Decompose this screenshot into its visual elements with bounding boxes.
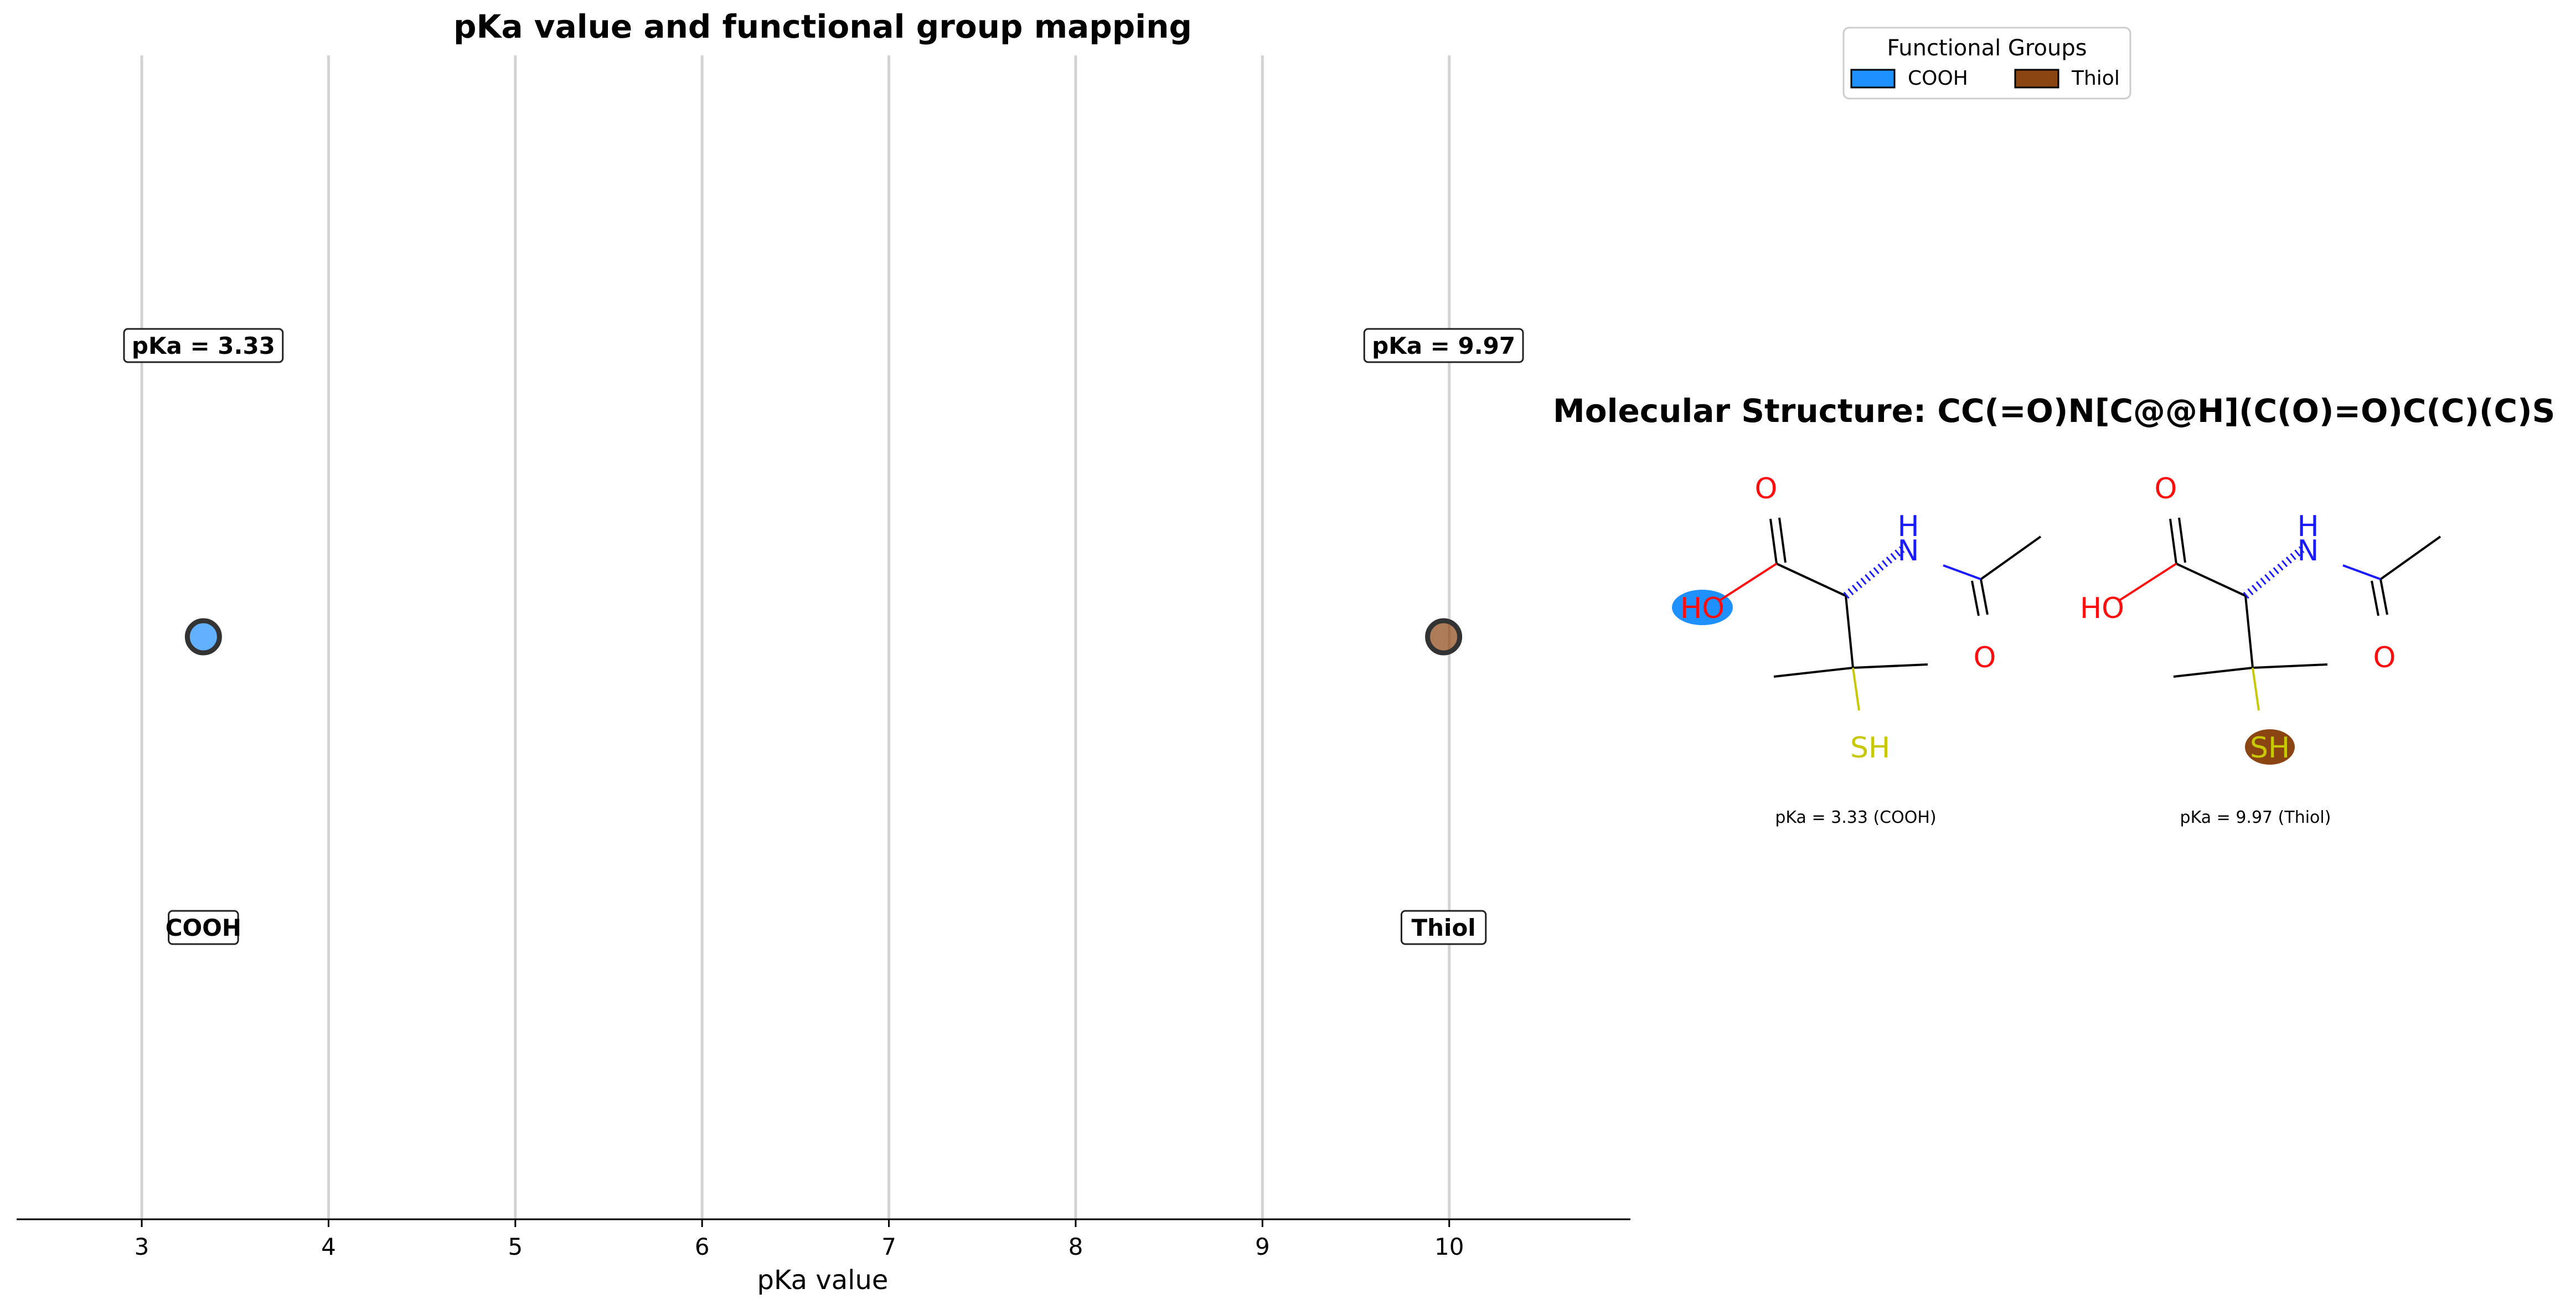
bond-c-s [2252, 667, 2260, 711]
x-tick-label-6: 6 [695, 1233, 710, 1260]
x-tick-label-7: 7 [881, 1233, 896, 1260]
panel-caption-cooh: pKa = 3.33 (COOH) [1775, 808, 1936, 827]
value-label-cooh-box [123, 328, 284, 363]
value-label-cooh-text: pKa = 3.33 [132, 332, 275, 359]
data-point-thiol [1425, 618, 1463, 656]
atom-nh-h: H [1897, 510, 1919, 543]
atom-ho: HO [2080, 592, 2124, 625]
group-label-cooh-box [168, 910, 239, 945]
atom-sh: SH [1850, 731, 1890, 765]
x-axis-tick-labels: 3 4 5 6 7 8 9 10 [135, 1233, 1464, 1260]
legend-swatch-thiol [2014, 69, 2059, 89]
x-axis-ticks [141, 1219, 1450, 1227]
legend-swatch-cooh [1850, 69, 1896, 89]
group-label-thiol-box [1400, 910, 1487, 945]
atom-o-top: O [1755, 472, 1778, 506]
group-label-thiol: Thiol [1400, 910, 1487, 945]
value-labels: pKa = 3.33 pKa = 9.97 [123, 328, 1524, 363]
value-label-thiol: pKa = 9.97 [1363, 328, 1524, 363]
panel-caption-thiol: pKa = 9.97 (Thiol) [2180, 808, 2331, 827]
value-label-thiol-text: pKa = 9.97 [1372, 332, 1515, 359]
pka-plot: pKa value and functional group mapping 3… [17, 8, 1630, 1296]
x-tick-label-5: 5 [508, 1233, 523, 1260]
atom-n: N [1898, 534, 1919, 568]
legend: Functional Groups COOH Thiol [1842, 27, 2131, 100]
molecule-panel-thiol: O H N HO O SH pKa = 9.97 (Thiol) [2080, 472, 2441, 827]
x-tick-label-8: 8 [1068, 1233, 1083, 1260]
thiol-highlight [2245, 729, 2295, 765]
legend-title: Functional Groups [1887, 35, 2087, 61]
data-point-cooh [184, 618, 222, 656]
x-tick-label-3: 3 [135, 1233, 149, 1260]
wedge-bond [1843, 546, 1905, 599]
legend-label-cooh: COOH [1908, 67, 1968, 90]
atom-o-top: O [2155, 472, 2177, 506]
atom-n: N [2298, 534, 2319, 568]
legend-label-thiol: Thiol [2071, 67, 2120, 90]
x-tick-label-10: 10 [1434, 1233, 1464, 1260]
x-tick-label-9: 9 [1255, 1233, 1270, 1260]
cooh-highlight [1672, 590, 1733, 625]
value-label-thiol-box [1363, 328, 1524, 363]
group-label-cooh: COOH [166, 910, 241, 945]
molecule-bonds [2169, 517, 2441, 678]
bond-c-oh [2118, 563, 2177, 602]
atom-o-amide: O [2373, 641, 2396, 674]
atom-o-amide: O [1974, 641, 1996, 674]
atom-ho: HO [1680, 592, 1725, 625]
data-points [184, 618, 1463, 656]
wedge-bond [2243, 546, 2305, 599]
x-axis-label: pKa value [757, 1265, 889, 1296]
bond-c-s [1852, 667, 1860, 711]
grid-lines [140, 55, 1451, 1219]
group-label-thiol-text: Thiol [1412, 914, 1476, 941]
molecule-bonds [1769, 517, 2042, 678]
x-tick-label-4: 4 [321, 1233, 336, 1260]
bond-c-oh [1718, 563, 1778, 602]
value-label-cooh: pKa = 3.33 [123, 328, 284, 363]
group-labels: COOH Thiol [166, 910, 1487, 945]
molecule-panel-cooh: O H N HO O SH pKa = 3.33 (COOH) [1672, 472, 2042, 827]
atom-nh-h: H [2297, 510, 2319, 543]
molecule-title: Molecular Structure: CC(=O)N[C@@H](C(O)=… [1553, 392, 2555, 430]
chart-title: pKa value and functional group mapping [453, 8, 1192, 45]
group-label-cooh-text: COOH [166, 914, 241, 941]
atom-sh: SH [2250, 731, 2290, 765]
